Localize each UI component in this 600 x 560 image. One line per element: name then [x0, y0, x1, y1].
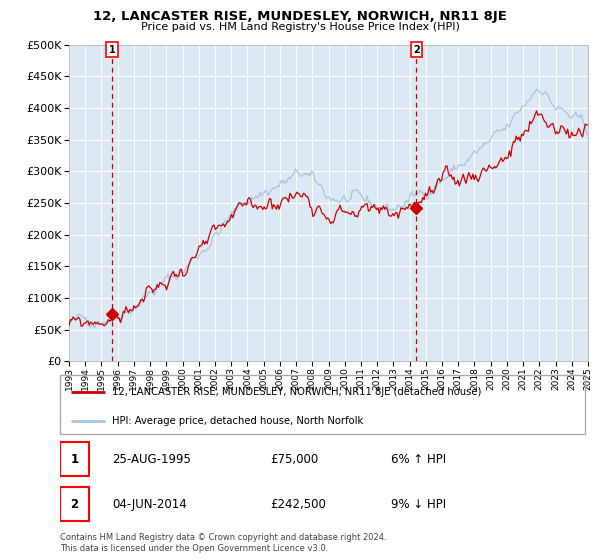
Text: 25-AUG-1995: 25-AUG-1995	[113, 453, 191, 466]
Text: 04-JUN-2014: 04-JUN-2014	[113, 498, 187, 511]
Text: £242,500: £242,500	[270, 498, 326, 511]
Text: 12, LANCASTER RISE, MUNDESLEY, NORWICH, NR11 8JE: 12, LANCASTER RISE, MUNDESLEY, NORWICH, …	[93, 10, 507, 23]
Text: 1: 1	[109, 45, 115, 55]
Text: 2: 2	[413, 45, 420, 55]
FancyBboxPatch shape	[60, 487, 89, 521]
Text: 9% ↓ HPI: 9% ↓ HPI	[391, 498, 446, 511]
Text: 1: 1	[70, 453, 79, 466]
Text: Price paid vs. HM Land Registry's House Price Index (HPI): Price paid vs. HM Land Registry's House …	[140, 22, 460, 32]
FancyBboxPatch shape	[60, 442, 89, 477]
Text: Contains HM Land Registry data © Crown copyright and database right 2024.
This d: Contains HM Land Registry data © Crown c…	[60, 533, 386, 553]
Text: 12, LANCASTER RISE, MUNDESLEY, NORWICH, NR11 8JE (detached house): 12, LANCASTER RISE, MUNDESLEY, NORWICH, …	[113, 386, 482, 396]
Text: 2: 2	[70, 498, 79, 511]
Text: £75,000: £75,000	[270, 453, 318, 466]
Text: 6% ↑ HPI: 6% ↑ HPI	[391, 453, 446, 466]
Text: HPI: Average price, detached house, North Norfolk: HPI: Average price, detached house, Nort…	[113, 416, 364, 426]
